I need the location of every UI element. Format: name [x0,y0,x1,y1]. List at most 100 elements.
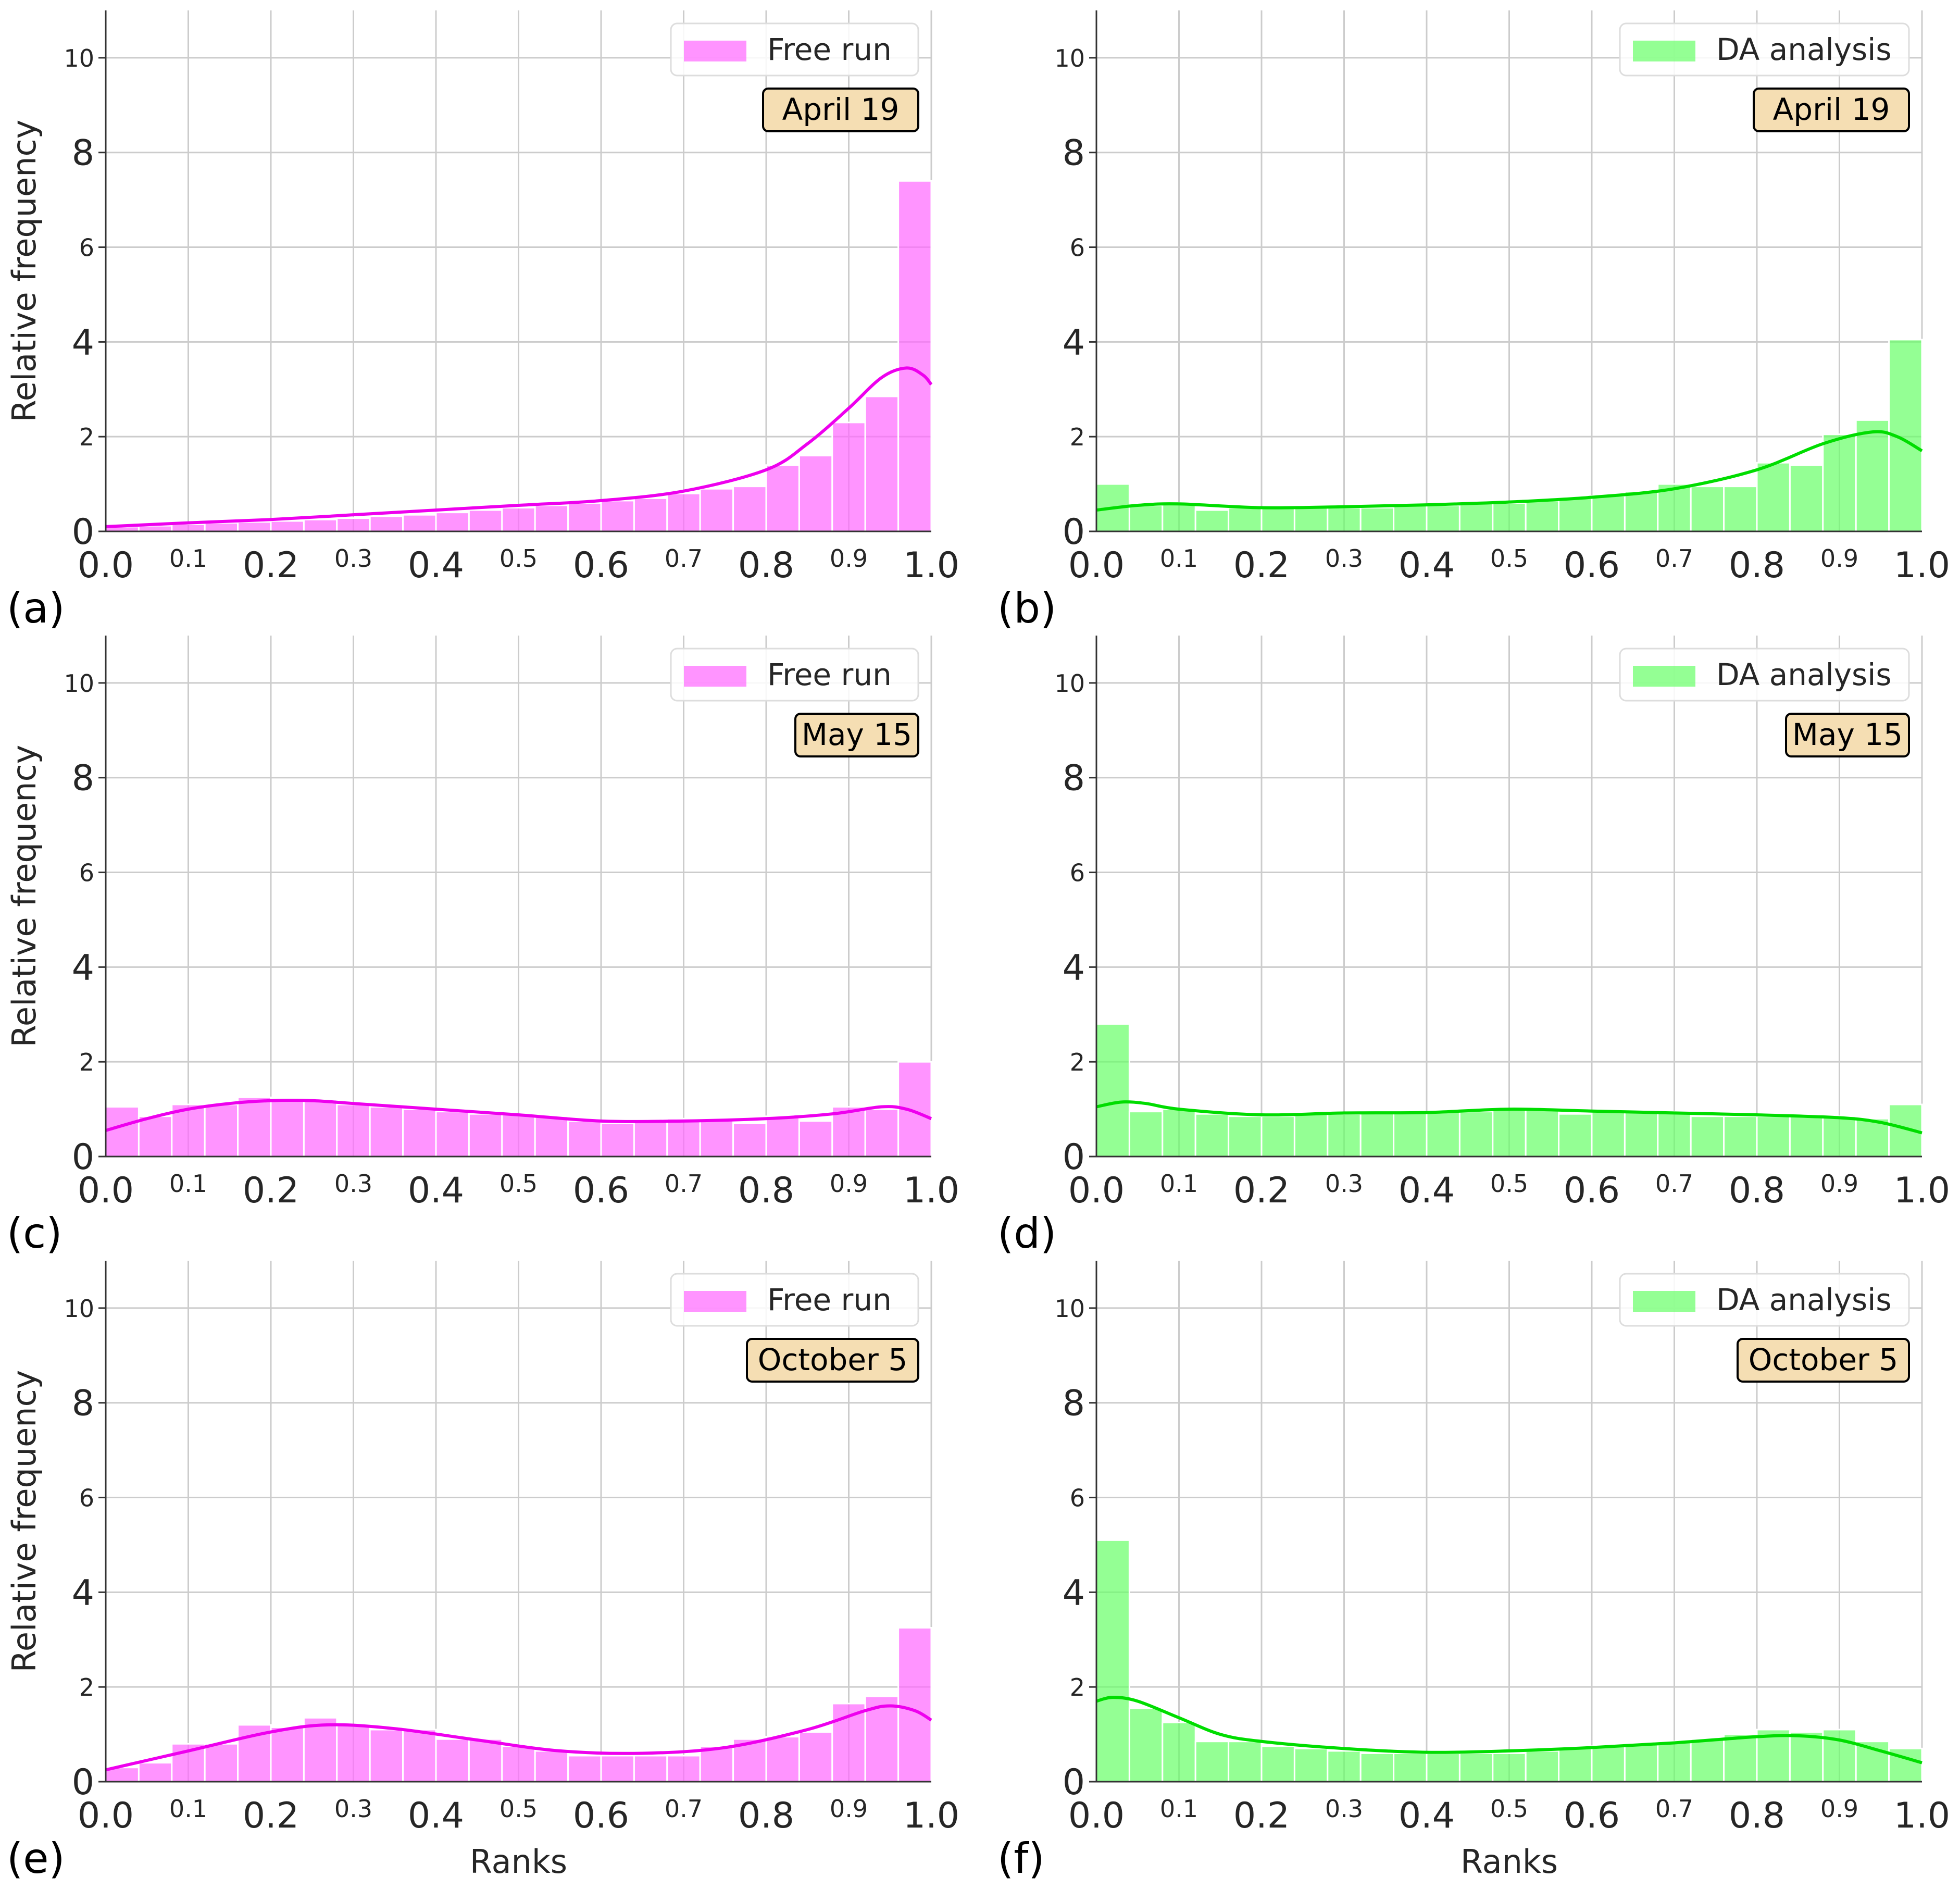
histogram-bar [666,492,701,532]
histogram-bar [204,1743,239,1783]
histogram-bar [468,509,503,532]
chart-panel: 0.0 0.2 0.4 0.6 0.8 1.0 0.1 0.3 0.5 0.7 0.9 0 4 8 2 6 10… [5,636,959,1258]
y-tick-label: 8 [1063,758,1085,799]
histogram-bar [501,1113,536,1158]
histogram-bar [1855,1117,1890,1158]
histogram-bar [1194,509,1230,532]
x-tick-label: 1.0 [1894,1170,1950,1211]
histogram-bar [897,1061,932,1158]
y-tick-label: 2 [79,1673,94,1701]
y-tick-label: 0 [72,1137,94,1178]
y-tick-label: 6 [1070,859,1085,887]
y-tick-label: 2 [1070,1048,1085,1076]
histogram-bar [369,515,404,532]
date-annotation-box [1753,88,1910,132]
panel-label: (f) [997,1834,1045,1883]
histogram-bar [1624,1111,1659,1158]
histogram-bar [1260,1115,1295,1158]
y-tick-label: 4 [72,1572,94,1613]
legend-box [670,648,919,702]
histogram-bar [369,1106,404,1158]
histogram-bar [1260,507,1295,532]
y-tick-label: 4 [1063,947,1085,988]
x-tick-label: 0.0 [78,545,134,586]
date-annotation-box [794,713,919,757]
legend-label: Free run [767,657,892,692]
histogram-bar [1228,1115,1263,1158]
histogram-bar [270,1726,305,1783]
histogram-bar [468,1738,503,1783]
histogram-bar [732,1122,767,1158]
y-tick-label: 6 [1070,1484,1085,1512]
histogram-bar [237,521,272,532]
legend-label: DA analysis [1716,657,1892,692]
histogram-bar [1657,1111,1692,1158]
histogram-bar [1690,1738,1725,1783]
x-tick-label: 0.5 [1490,1170,1528,1198]
histogram-bar [1359,1111,1395,1158]
histogram-bar [1855,419,1890,532]
histogram-bar [1194,1741,1230,1783]
y-tick-label: 4 [72,322,94,363]
x-tick-label: 0.0 [78,1170,134,1211]
histogram-bar [633,1755,668,1783]
histogram-bar [402,1729,437,1783]
x-tick-label: 0.4 [1399,545,1455,586]
x-tick-label: 0.0 [78,1795,134,1836]
legend-label: DA analysis [1716,32,1892,67]
histogram-bar [1458,1752,1494,1783]
y-tick-label: 8 [1063,133,1085,174]
histogram-bar [1128,504,1164,532]
histogram-bar [1293,1113,1329,1158]
x-tick-label: 0.2 [1233,1795,1290,1836]
histogram-bar [600,1122,635,1158]
x-tick-label: 0.6 [573,1795,629,1836]
histogram-bar [633,497,668,532]
x-tick-label: 0.2 [243,545,299,586]
y-tick-label: 2 [79,1048,94,1076]
x-tick-label: 0.1 [1160,1170,1198,1198]
legend-swatch [684,1291,746,1312]
histogram-bar [864,1108,900,1158]
histogram-bar [1756,1115,1791,1158]
y-tick-label: 0 [72,512,94,553]
date-annotation: April 19 [1773,92,1890,127]
histogram-bar [1723,486,1758,532]
histogram-bar [534,1115,569,1158]
legend-swatch [1633,1291,1695,1312]
y-tick-label: 4 [1063,322,1085,363]
histogram-bar [1458,1111,1494,1158]
legend-swatch [1633,41,1695,61]
panel-label: (d) [997,1209,1056,1258]
y-axis-label: Relative frequency [5,1370,43,1673]
x-tick-label: 0.9 [830,1795,868,1823]
y-axis-label: Relative frequency [5,120,43,422]
histogram-bar [270,1099,305,1158]
histogram-bar [897,1627,932,1783]
histogram-bar [204,1103,239,1158]
kde-line [1096,1100,1922,1135]
histogram-bar [435,1111,470,1158]
histogram-bar [864,395,900,532]
legend-label: Free run [767,1282,892,1318]
x-tick-label: 0.4 [1399,1795,1455,1836]
histogram-bar [831,421,866,532]
histogram-bar [765,1736,800,1783]
legend-box [1619,648,1910,702]
x-tick-label: 0.1 [169,544,207,573]
x-tick-label: 1.0 [903,1170,959,1211]
x-tick-label: 0.7 [1655,544,1693,573]
x-tick-label: 0.1 [1160,544,1198,573]
x-tick-label: 0.7 [665,1170,703,1198]
histogram-bar [1789,1731,1824,1783]
histogram-bar [1162,502,1196,532]
x-tick-label: 0.4 [1399,1170,1455,1211]
histogram-bar [138,1115,173,1158]
x-tick-label: 0.5 [500,1795,538,1823]
x-tick-label: 0.7 [665,1795,703,1823]
y-tick-label: 8 [1063,1383,1085,1424]
y-tick-label: 6 [79,859,94,887]
x-tick-label: 0.9 [1820,544,1858,573]
histogram-bar [501,1745,536,1783]
histogram-bar [1723,1115,1758,1158]
